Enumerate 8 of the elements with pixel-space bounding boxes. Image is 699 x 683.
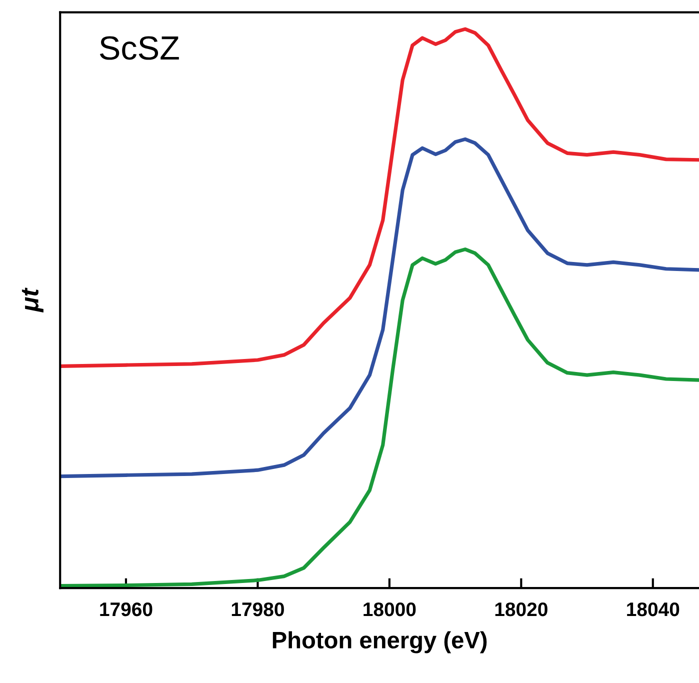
y-axis-title: μt <box>22 288 44 312</box>
x-tick-label: 18000 <box>364 602 416 616</box>
x-tick-label: 18040 <box>627 602 680 616</box>
x-tick-label: 18020 <box>495 602 548 616</box>
x-axis-title: Photon energy (eV) <box>272 631 487 654</box>
x-tick-label: 17960 <box>100 602 152 616</box>
annotation: ScSZ <box>100 36 179 60</box>
x-tick-label: 17980 <box>232 602 284 616</box>
